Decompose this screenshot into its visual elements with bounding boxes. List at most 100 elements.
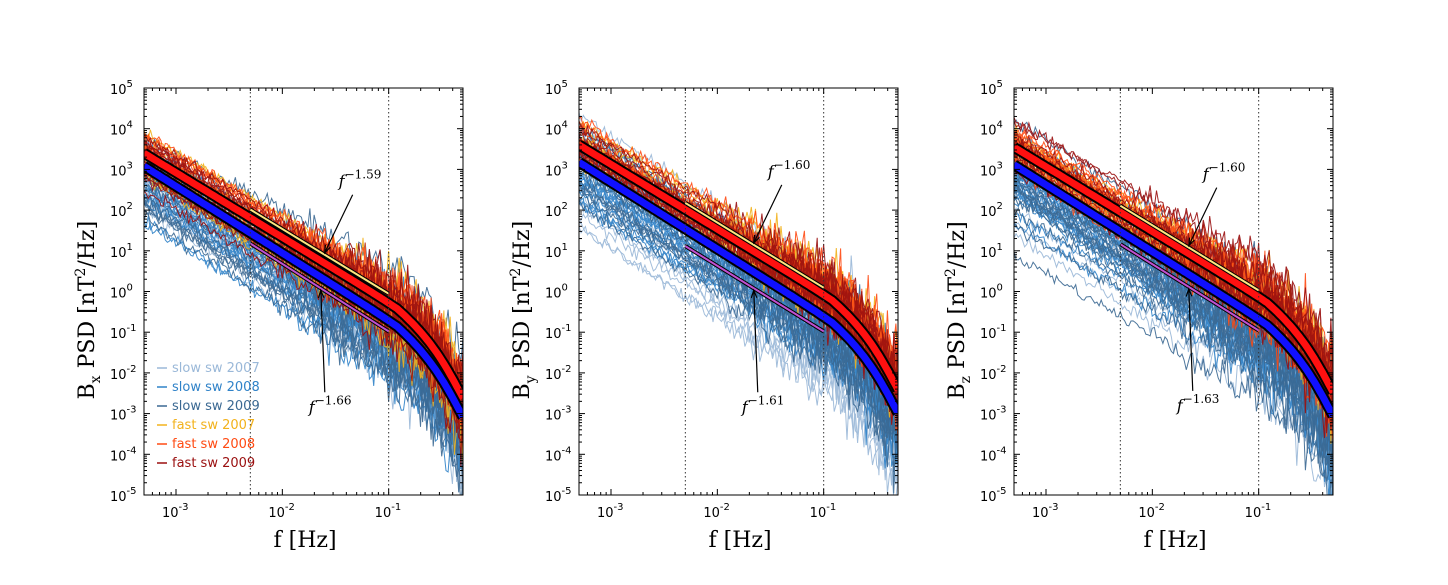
x-axis-title: f [Hz] — [1144, 528, 1207, 553]
y-axis-title: By PSD [nT2/Hz] — [508, 221, 539, 400]
spectrum-trace — [1014, 129, 1333, 378]
y-tick-label: 10-4 — [110, 445, 137, 464]
y-tick-label: 10-3 — [980, 405, 1007, 424]
y-tick-label: 105 — [110, 79, 133, 98]
y-tick-label: 10-1 — [980, 323, 1007, 342]
fit-fast-line — [1119, 204, 1260, 292]
annotation-arrowhead — [1185, 287, 1193, 297]
annotation-arrowhead — [752, 234, 760, 245]
spectrum-trace — [144, 190, 463, 442]
spectrum-trace — [1014, 200, 1333, 495]
annotation-arrow — [1188, 288, 1194, 391]
y-tick-label: 10-5 — [545, 486, 572, 505]
annotation-arrowhead — [317, 288, 325, 299]
x-tick-label: 10-2 — [1138, 502, 1165, 521]
fit-slow-line — [249, 242, 390, 333]
x-tick-label: 10-1 — [810, 502, 837, 521]
y-tick-label: 102 — [980, 201, 1003, 220]
spectrum-trace — [1014, 120, 1333, 378]
y-tick-label: 100 — [545, 283, 568, 302]
y-axis-title: Bz PSD [nT2/Hz] — [943, 221, 974, 399]
y-tick-label: 101 — [110, 242, 133, 261]
fit-slow-line — [684, 245, 825, 333]
legend-label: slow sw 2008 — [172, 380, 260, 395]
y-tick-label: 105 — [980, 79, 1003, 98]
y-tick-label: 10-3 — [110, 405, 137, 424]
plot-area-By — [579, 112, 898, 495]
spectrum-trace — [579, 200, 898, 480]
x-axis-title: f [Hz] — [709, 528, 772, 553]
mean-fast-line — [144, 150, 463, 400]
legend-label: slow sw 2007 — [172, 361, 260, 376]
mean-fast-line — [579, 141, 898, 392]
panel-By: 10-5 10-4 10-3 10-2 10-1 100 101 102 103 104 105 10… — [508, 79, 899, 553]
x-tick-label: 10-3 — [1032, 502, 1059, 521]
y-tick-label: 10-5 — [980, 486, 1007, 505]
x-tick-label: 10-2 — [703, 502, 730, 521]
y-tick-label: 10-5 — [110, 486, 137, 505]
y-tick-label: 10-2 — [110, 364, 137, 383]
fit-annotation: f−1.59 — [338, 168, 382, 191]
y-tick-label: 102 — [110, 201, 133, 220]
y-axis-title: Bx PSD [nT2/Hz] — [73, 221, 104, 400]
spectrum-trace — [1014, 140, 1333, 399]
y-tick-label: 104 — [545, 120, 568, 139]
plot-area-Bx — [144, 129, 463, 495]
mean-fast-line — [1014, 144, 1333, 394]
spectrum-trace — [144, 131, 463, 389]
y-tick-label: 101 — [545, 242, 568, 261]
y-tick-label: 10-2 — [980, 364, 1007, 383]
fit-annotation: f−1.63 — [1176, 392, 1220, 415]
x-tick-label: 10-1 — [1245, 502, 1272, 521]
y-tick-label: 103 — [545, 160, 568, 179]
y-tick-label: 10-3 — [545, 405, 572, 424]
spectrum-trace — [1014, 186, 1333, 451]
annotation-arrow — [320, 290, 326, 393]
mean-slow-line — [1014, 161, 1333, 418]
spectrum-trace — [1014, 206, 1333, 479]
x-tick-label: 10-3 — [162, 502, 189, 521]
y-tick-label: 105 — [545, 79, 568, 98]
x-tick-label: 10-3 — [597, 502, 624, 521]
y-tick-label: 102 — [545, 201, 568, 220]
x-tick-label: 10-1 — [375, 502, 402, 521]
y-tick-label: 10-1 — [110, 323, 137, 342]
fit-fast-line — [684, 202, 825, 289]
spectrum-trace — [144, 134, 463, 386]
spectrum-trace — [579, 120, 898, 391]
y-tick-label: 10-4 — [545, 445, 572, 464]
x-axis-title: f [Hz] — [274, 528, 337, 553]
annotation-arrowhead — [323, 244, 331, 255]
spectrum-trace — [144, 184, 463, 462]
y-tick-label: 10-2 — [545, 364, 572, 383]
y-tick-label: 101 — [980, 242, 1003, 261]
annotation-arrow — [1188, 187, 1218, 246]
y-tick-label: 10-1 — [545, 323, 572, 342]
spectrum-trace — [1014, 181, 1333, 464]
y-tick-label: 103 — [110, 160, 133, 179]
spectrum-trace — [579, 222, 898, 495]
fit-annotation: f−1.60 — [1202, 161, 1246, 184]
legend-label: slow sw 2009 — [172, 399, 260, 414]
y-tick-label: 100 — [980, 283, 1003, 302]
fit-annotation: f−1.60 — [767, 158, 811, 181]
plot-area-Bz — [1014, 117, 1333, 495]
spectrum-trace — [144, 199, 463, 495]
panel-Bz: 10-5 10-4 10-3 10-2 10-1 100 101 102 103 104 105 10… — [943, 79, 1334, 553]
mean-slow-line — [579, 159, 898, 415]
spectrum-trace — [144, 139, 463, 400]
fit-slow-line — [1119, 243, 1260, 332]
annotation-arrowhead — [1187, 237, 1195, 248]
spectrum-trace — [1014, 183, 1333, 449]
y-tick-label: 10-4 — [980, 445, 1007, 464]
y-tick-label: 103 — [980, 160, 1003, 179]
annotation-arrow — [753, 184, 783, 244]
annotation-arrowhead — [750, 288, 758, 299]
annotation-arrow — [753, 290, 759, 393]
panel-Bx: 10-5 10-4 10-3 10-2 10-1 100 101 102 103 104 105 10… — [73, 79, 464, 553]
legend-label: fast sw 2007 — [172, 418, 255, 433]
legend-label: fast sw 2009 — [172, 456, 255, 471]
mean-slow-line — [144, 163, 463, 419]
spectrum-trace — [144, 197, 463, 470]
